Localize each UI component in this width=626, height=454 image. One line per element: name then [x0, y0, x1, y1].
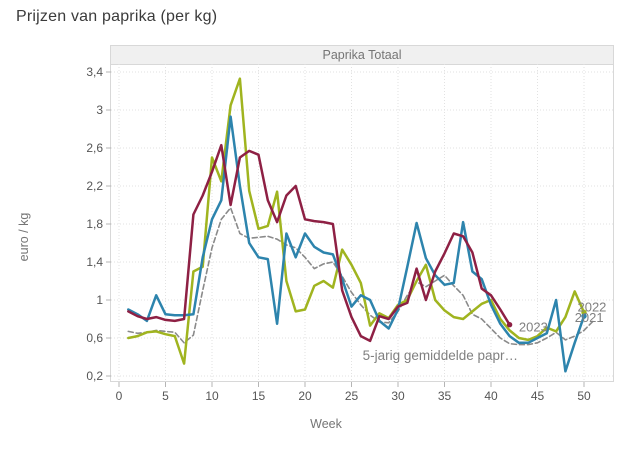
series-line-2023	[127, 143, 511, 343]
y-tick-label: 0,6	[86, 331, 103, 345]
x-tick-label: 10	[205, 389, 219, 403]
series-line-2021	[127, 115, 586, 373]
y-tick-label: 3,4	[86, 65, 103, 79]
y-tick-label: 3	[96, 103, 103, 117]
x-tick-label: 50	[577, 389, 591, 403]
series-label: 2023	[519, 319, 548, 334]
x-tick-label: 15	[252, 389, 266, 403]
x-tick-label: 30	[391, 389, 405, 403]
x-axis-title: Week	[310, 417, 342, 431]
series-end-dot-2021	[581, 313, 587, 319]
x-tick-label: 45	[531, 389, 545, 403]
x-tick-label: 35	[438, 389, 452, 403]
series-label: 2022	[577, 299, 606, 314]
y-tick-label: 0,2	[86, 369, 103, 383]
y-tick-label: 2,2	[86, 179, 103, 193]
x-tick-label: 25	[345, 389, 359, 403]
y-tick-label: 2,6	[86, 141, 103, 155]
x-tick-label: 40	[484, 389, 498, 403]
x-tick-label: 0	[116, 389, 123, 403]
y-tick-label: 1,4	[86, 255, 103, 269]
series-label: 5-jarig gemiddelde papr…	[363, 348, 518, 363]
series-end-dot-2023	[506, 322, 513, 328]
series-end-dot-2022	[581, 309, 587, 316]
y-tick-label: 1	[96, 293, 103, 307]
series-label: 2021	[575, 310, 604, 325]
page-title: Prijzen van paprika (per kg)	[16, 8, 218, 25]
x-tick-label: 5	[162, 389, 169, 403]
x-tick-label: 20	[298, 389, 312, 403]
y-tick-label: 1,8	[86, 217, 103, 231]
series-line-5jariggemidd	[127, 207, 595, 346]
panel-header-label: Paprika Totaal	[111, 46, 613, 65]
